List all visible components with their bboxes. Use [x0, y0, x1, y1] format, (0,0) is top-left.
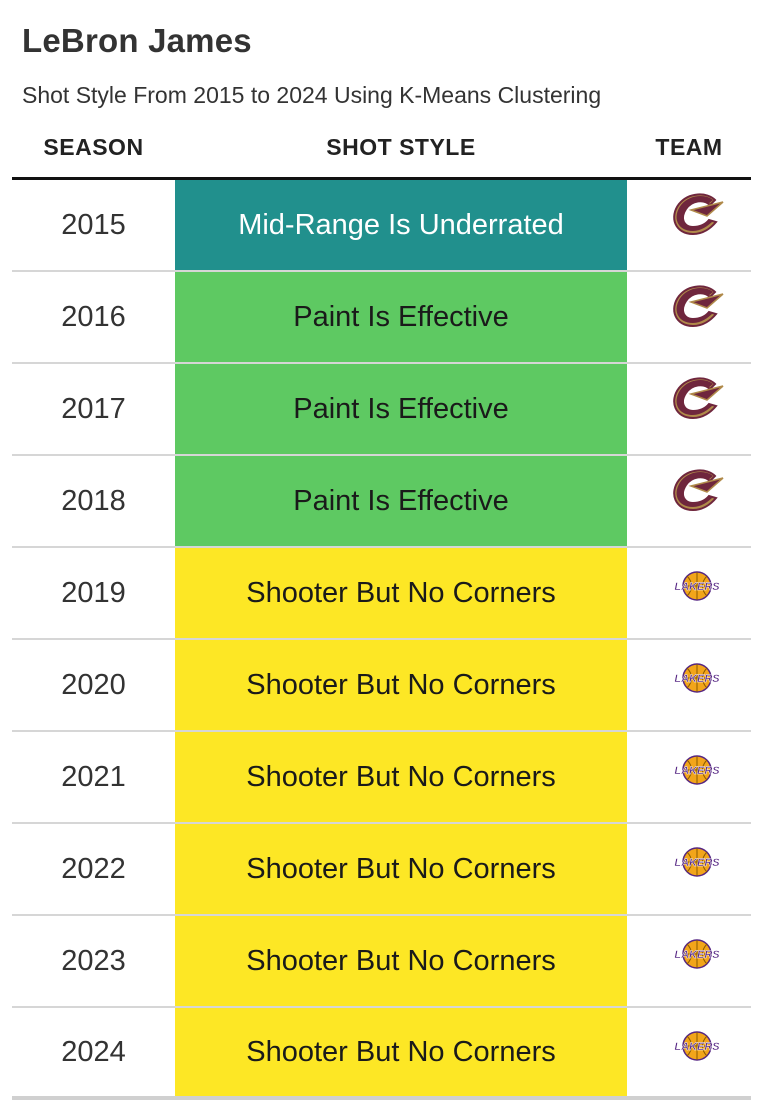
table-row: 2021 Shooter But No Corners LAKERS [12, 732, 751, 824]
table-row: 2015 Mid-Range Is Underrated [12, 180, 751, 272]
team-cell: LAKERS [627, 640, 751, 730]
table-row: 2022 Shooter But No Corners LAKERS [12, 824, 751, 916]
cavaliers-logo-icon [667, 374, 727, 429]
season-cell: 2017 [61, 392, 126, 425]
shot-style-cell: Shooter But No Corners [175, 1008, 627, 1096]
table-row: 2023 Shooter But No Corners LAKERS [12, 916, 751, 1008]
svg-text:LAKERS: LAKERS [674, 949, 720, 961]
team-cell: LAKERS [627, 732, 751, 822]
lakers-logo-icon: LAKERS [669, 750, 725, 795]
season-cell: 2024 [61, 1035, 126, 1068]
lakers-logo-icon: LAKERS [669, 658, 725, 703]
shot-style-cell: Paint Is Effective [175, 364, 627, 454]
column-header-shot-style: SHOT STYLE [326, 134, 476, 160]
svg-text:LAKERS: LAKERS [674, 765, 720, 777]
season-cell: 2015 [61, 208, 126, 241]
shot-style-cell: Shooter But No Corners [175, 732, 627, 822]
team-cell [627, 272, 751, 362]
svg-text:LAKERS: LAKERS [674, 673, 720, 685]
lakers-logo-icon: LAKERS [669, 566, 725, 611]
lakers-logo-icon: LAKERS [669, 842, 725, 887]
lakers-logo-icon: LAKERS [669, 1026, 725, 1071]
chart-subtitle: Shot Style From 2015 to 2024 Using K-Mea… [22, 82, 602, 108]
season-cell: 2022 [61, 852, 126, 885]
shot-style-cell: Shooter But No Corners [175, 548, 627, 638]
table-row: 2018 Paint Is Effective [12, 456, 751, 548]
team-cell: LAKERS [627, 548, 751, 638]
season-cell: 2020 [61, 668, 126, 701]
cavaliers-logo-icon [667, 466, 727, 521]
shot-style-cell: Paint Is Effective [175, 272, 627, 362]
cavaliers-logo-icon [667, 190, 727, 245]
season-cell: 2016 [61, 300, 126, 333]
shot-style-cell: Mid-Range Is Underrated [175, 180, 627, 270]
shot-style-cell: Paint Is Effective [175, 456, 627, 546]
shot-style-cell: Shooter But No Corners [175, 640, 627, 730]
season-cell: 2023 [61, 944, 126, 977]
table-row: 2019 Shooter But No Corners LAKERS [12, 548, 751, 640]
column-header-team: TEAM [655, 134, 723, 160]
table-row: 2016 Paint Is Effective [12, 272, 751, 364]
svg-text:LAKERS: LAKERS [674, 581, 720, 593]
team-cell [627, 364, 751, 454]
team-cell: LAKERS [627, 824, 751, 914]
shot-style-cell: Shooter But No Corners [175, 824, 627, 914]
svg-text:LAKERS: LAKERS [674, 857, 720, 869]
season-cell: 2021 [61, 760, 126, 793]
cavaliers-logo-icon [667, 282, 727, 337]
table-body: 2015 Mid-Range Is Underrated 2016 Paint Is … [12, 180, 751, 1100]
shot-style-cell: Shooter But No Corners [175, 916, 627, 1006]
season-cell: 2019 [61, 576, 126, 609]
season-cell: 2018 [61, 484, 126, 517]
svg-text:LAKERS: LAKERS [674, 1041, 720, 1053]
table-row: 2024 Shooter But No Corners LAKERS [12, 1008, 751, 1100]
lakers-logo-icon: LAKERS [669, 934, 725, 979]
team-cell: LAKERS [627, 1008, 751, 1096]
header-divider [12, 177, 751, 180]
column-header-season: SEASON [43, 134, 144, 160]
chart-title: LeBron James [22, 22, 252, 59]
team-cell [627, 456, 751, 546]
team-cell [627, 180, 751, 270]
table-row: 2017 Paint Is Effective [12, 364, 751, 456]
team-cell: LAKERS [627, 916, 751, 1006]
table-row: 2020 Shooter But No Corners LAKERS [12, 640, 751, 732]
